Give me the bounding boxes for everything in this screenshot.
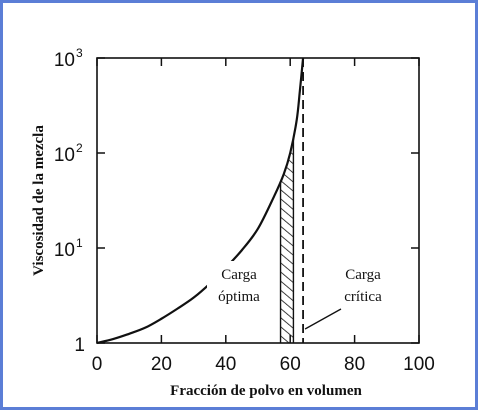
optimal-label-line-0: Carga — [221, 267, 257, 283]
x-axis-label: Fracción de polvo en volumen — [170, 383, 362, 399]
optimal-label-line-1: óptima — [218, 289, 260, 305]
x-tick-label-3: 60 — [280, 354, 301, 375]
y-tick-label-0: 1 — [74, 335, 85, 356]
x-tick-label-5: 100 — [403, 354, 435, 375]
x-tick-label-1: 20 — [151, 354, 172, 375]
x-tick-label-0: 0 — [92, 354, 103, 375]
y-tick-exp-2: 2 — [76, 141, 83, 155]
critical-label-bg — [333, 261, 393, 309]
y-tick-label-1: 10 — [54, 240, 75, 261]
y-tick-label-2: 10 — [54, 145, 75, 166]
y-tick-exp-1: 1 — [76, 236, 83, 250]
critical-label-line-1: crítica — [344, 289, 382, 305]
y-tick-label-3: 10 — [54, 50, 75, 71]
y-axis-label: Viscosidad de la mezcla — [31, 125, 47, 276]
optimal-label-bg — [207, 261, 267, 309]
plot-frame — [96, 57, 420, 344]
critical-leader-line — [304, 308, 342, 330]
x-tick-label-4: 80 — [344, 354, 365, 375]
viscosity-curve — [96, 57, 305, 345]
y-tick-exp-3: 3 — [76, 46, 83, 60]
optimal-load-band — [280, 58, 294, 343]
critical-label-line-0: Carga — [345, 267, 381, 283]
x-tick-label-2: 40 — [215, 354, 236, 375]
